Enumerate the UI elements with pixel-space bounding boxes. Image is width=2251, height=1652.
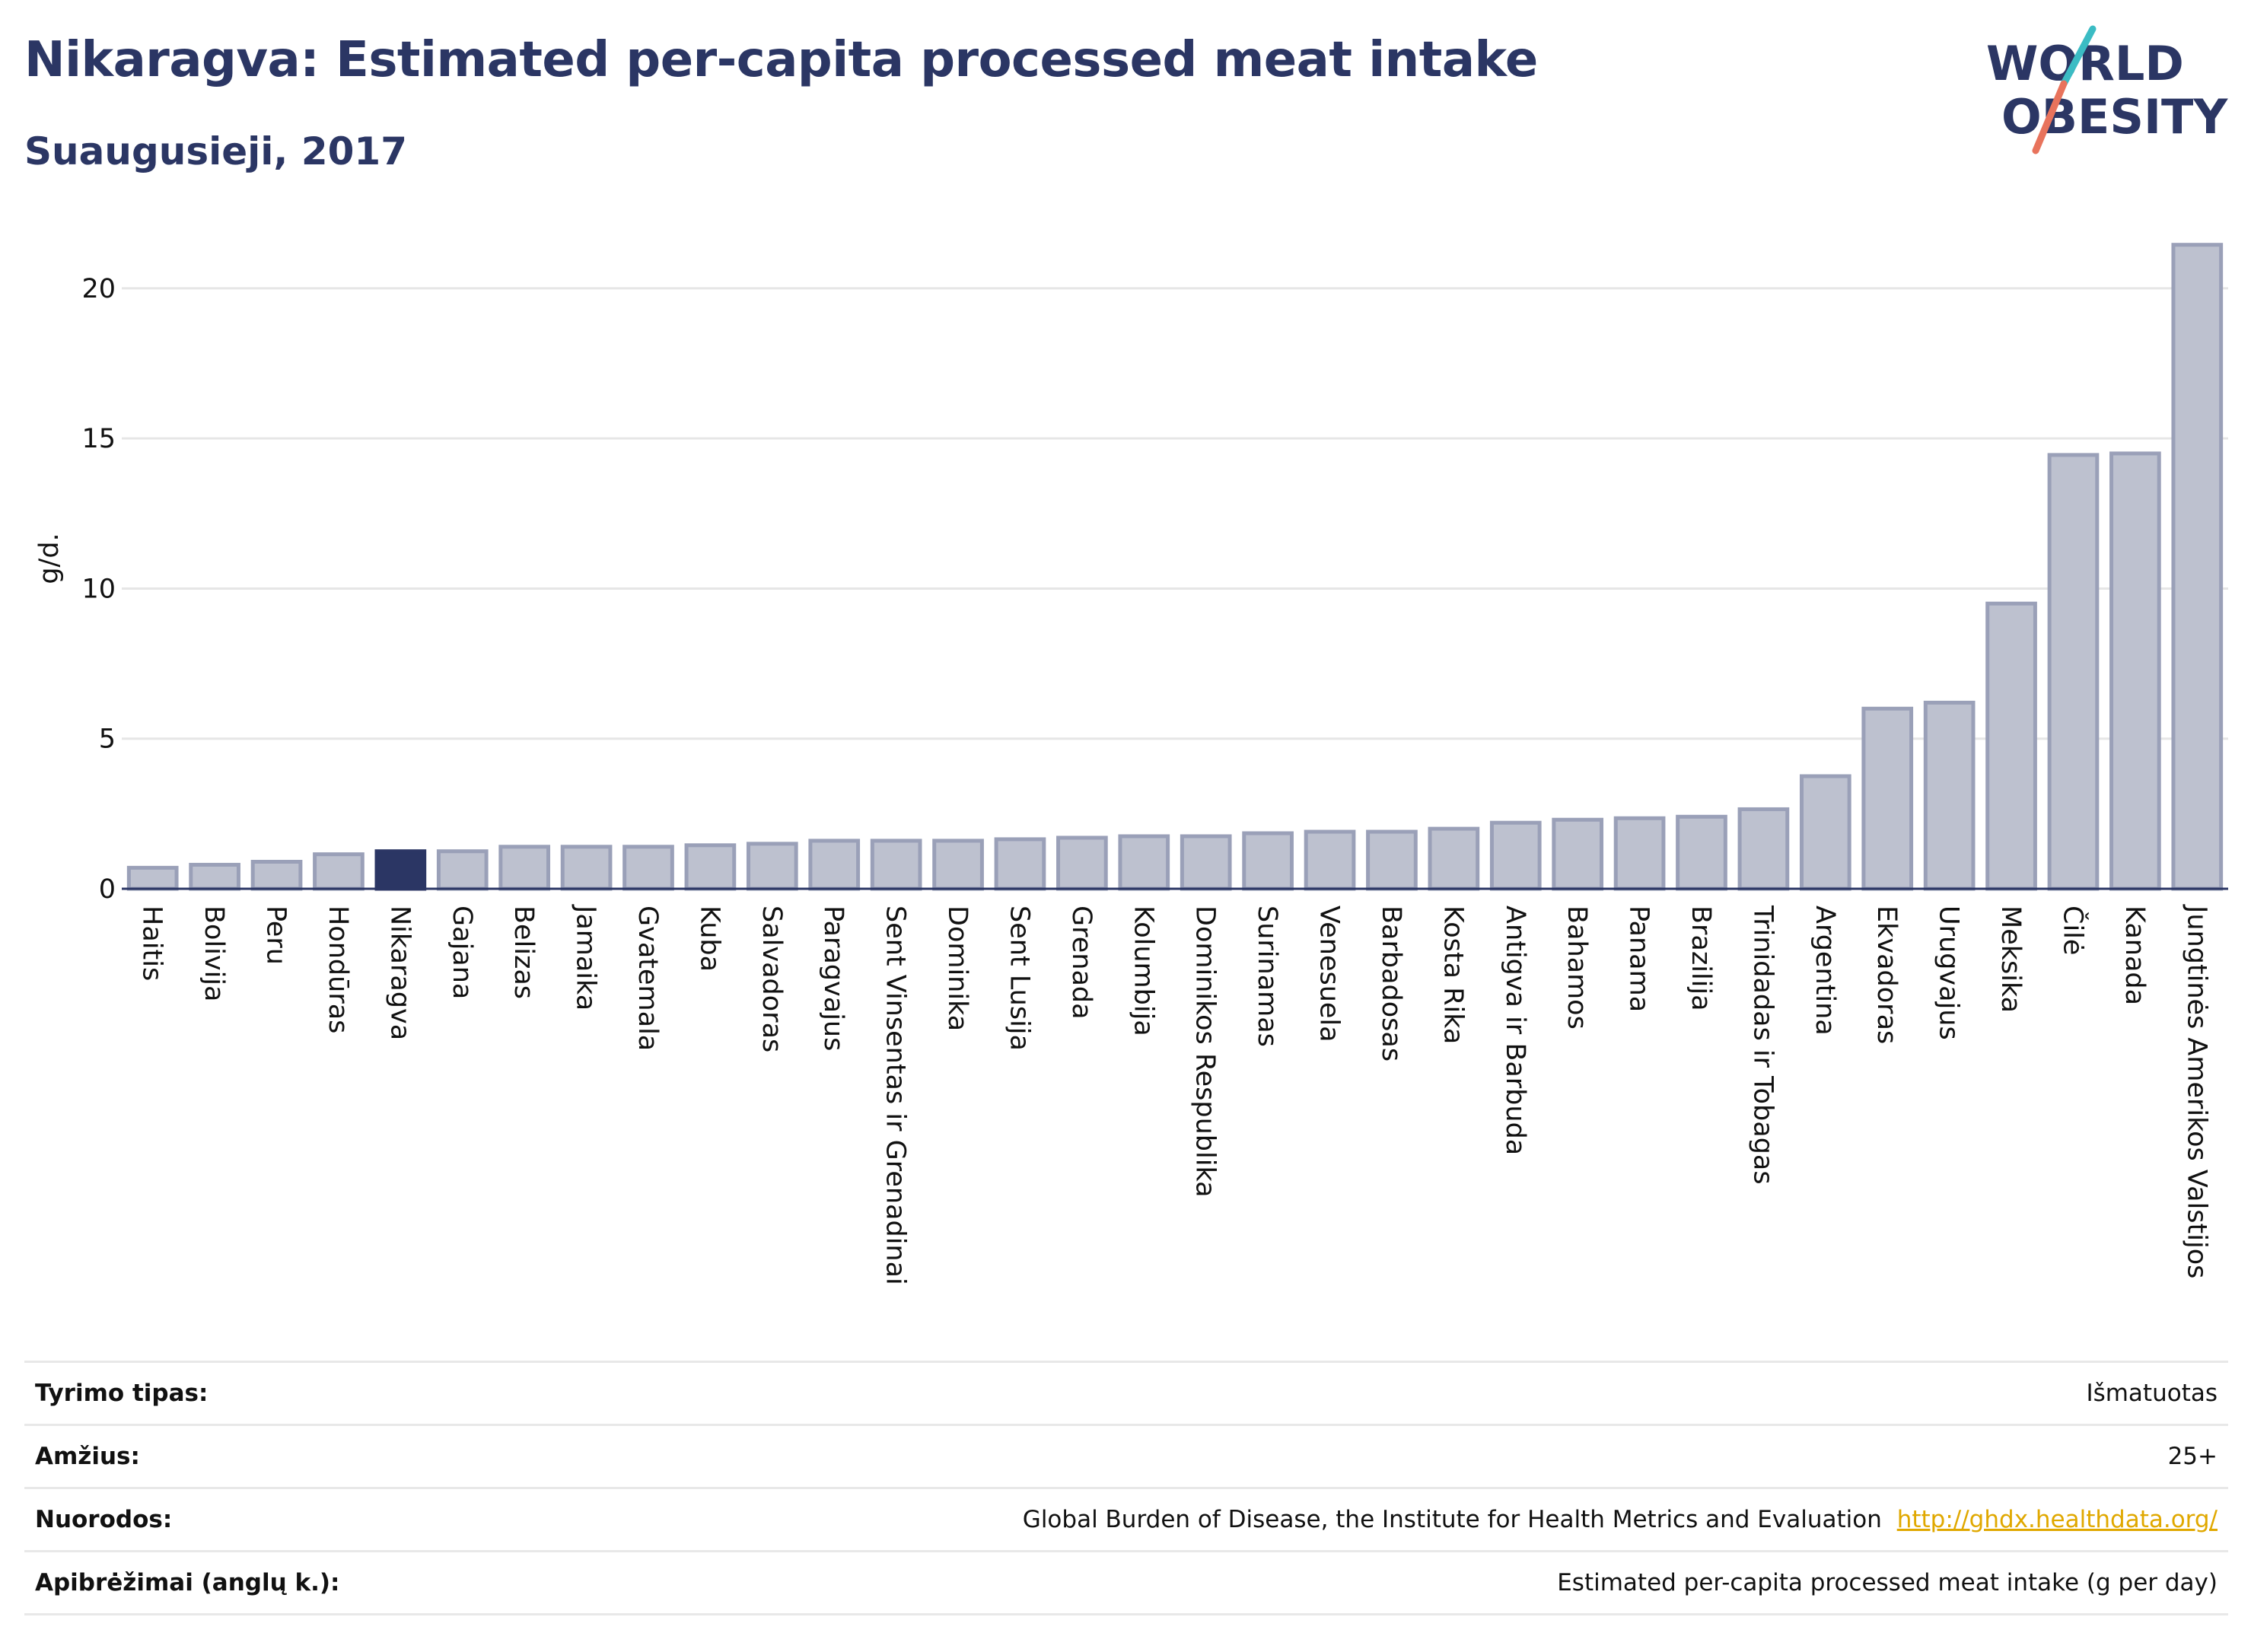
x-tick-label: Panama: [1624, 906, 1654, 1012]
bar: [189, 862, 240, 891]
bar: [313, 852, 365, 891]
bar: [932, 839, 984, 891]
bar: [622, 845, 674, 891]
bar: [126, 865, 179, 891]
x-tick-label: Kuba: [694, 906, 724, 972]
bar: [374, 849, 427, 891]
bar: [2109, 451, 2161, 891]
bar: [808, 839, 861, 891]
bar: [1180, 834, 1232, 891]
meta-value: 25+: [2167, 1443, 2218, 1470]
y-tick-label: 5: [99, 724, 116, 755]
x-tick-label: Urugvajus: [1934, 906, 1964, 1040]
x-tick-label: Sent Lusija: [1004, 906, 1034, 1051]
y-tick-label: 15: [81, 424, 116, 454]
meta-row-references: Nuorodos: Global Burden of Disease, the …: [24, 1489, 2228, 1552]
source-link[interactable]: http://ghdx.healthdata.org/: [1896, 1506, 2218, 1533]
bar: [1056, 836, 1108, 891]
bar: [1304, 829, 1356, 891]
x-tick-label: Peru: [261, 906, 291, 965]
bar: [994, 837, 1046, 891]
logo-slash-teal: [2060, 25, 2097, 88]
bar: [1737, 807, 1790, 891]
bar: [1923, 700, 1976, 891]
bar: [1799, 774, 1851, 891]
x-tick-label: Argentina: [1810, 906, 1840, 1036]
x-tick-label: Gvatemala: [632, 906, 663, 1051]
x-tick-label: Salvadoras: [756, 906, 787, 1052]
bar: [1489, 820, 1542, 891]
meta-label: Apibrėžimai (anglų k.):: [35, 1569, 340, 1596]
bar-chart: 0 5 10 15 20 g/d. Haitis Bolivija Peru Hondūras Ni…: [34, 243, 2228, 1285]
x-tick-label: Bahamos: [1562, 906, 1592, 1030]
logo-slash-coral: [2032, 80, 2068, 154]
bar: [498, 845, 551, 891]
x-tick-label: Kolumbija: [1128, 906, 1158, 1036]
bar: [746, 842, 798, 891]
metadata-table: Tyrimo tipas: Išmatuotas Amžius: 25+ Nuo…: [24, 1361, 2228, 1615]
x-tick-label: Kosta Rika: [1438, 906, 1468, 1044]
meta-row-age: Amžius: 25+: [24, 1426, 2228, 1489]
x-tick-label: Meksika: [1995, 906, 2026, 1013]
bar: [2171, 243, 2224, 891]
meta-row-survey-type: Tyrimo tipas: Išmatuotas: [24, 1363, 2228, 1426]
x-tick-label: Haitis: [137, 906, 167, 981]
x-tick-label: Čilė: [2057, 906, 2089, 955]
chart-subtitle: Suaugusieji, 2017: [24, 129, 407, 173]
bar: [1552, 817, 1604, 891]
bar: [1613, 816, 1666, 891]
x-tick-label: Antigva ir Barbuda: [1500, 906, 1530, 1155]
meta-label: Nuorodos:: [35, 1506, 173, 1533]
meta-label: Amžius:: [35, 1443, 140, 1470]
bar: [1985, 601, 2037, 891]
x-tick-label: Brazilija: [1686, 906, 1716, 1011]
bar: [250, 859, 303, 891]
x-tick-label: Belizas: [508, 906, 539, 999]
x-tick-label: Surinamas: [1252, 906, 1282, 1047]
x-tick-label: Paragvajus: [818, 906, 849, 1051]
y-axis-label: g/d.: [34, 533, 65, 584]
bar: [1242, 831, 1294, 891]
x-tick-label: Kanada: [2119, 906, 2150, 1005]
bar: [1861, 706, 1914, 891]
x-tick-label: Grenada: [1066, 906, 1097, 1020]
y-tick-label: 0: [99, 874, 116, 905]
bar: [2047, 453, 2100, 891]
meta-label: Tyrimo tipas:: [35, 1380, 209, 1407]
x-tick-label: Jamaika: [571, 904, 601, 1011]
x-tick-label: Dominika: [942, 906, 973, 1031]
bar: [560, 845, 613, 891]
chart-title: Nikaragva: Estimated per-capita processe…: [24, 32, 1538, 88]
y-tick-label: 10: [81, 574, 116, 604]
x-tick-label: Ekvadoras: [1871, 906, 1902, 1044]
x-tick-label: Venesuela: [1314, 906, 1345, 1042]
world-obesity-logo: WORLD OBESITY: [1986, 25, 2228, 154]
x-tick-label: Jungtinės Amerikos Valstijos: [2181, 904, 2211, 1278]
x-tick-label: Barbadosas: [1376, 906, 1406, 1062]
bar: [1366, 829, 1418, 891]
meta-value-group: Global Burden of Disease, the Institute …: [1023, 1506, 2218, 1533]
meta-value: Išmatuotas: [2086, 1380, 2218, 1407]
x-tick-label: Trinidadas ir Tobagas: [1747, 905, 1778, 1185]
meta-value: Global Burden of Disease, the Institute …: [1022, 1506, 1882, 1533]
x-tick-label: Bolivija: [199, 906, 229, 1001]
x-tick-label: Nikaragva: [384, 906, 415, 1040]
bar: [684, 843, 737, 891]
bar: [1676, 814, 1727, 891]
y-tick-label: 20: [81, 274, 116, 304]
x-tick-label: Sent Vinsentas ir Grenadinai: [880, 906, 911, 1285]
bar: [870, 839, 922, 891]
meta-value: Estimated per-capita processed meat inta…: [1557, 1569, 2218, 1596]
bar: [436, 849, 489, 891]
x-tick-label: Hondūras: [323, 906, 353, 1033]
x-tick-label: Dominikos Respublika: [1190, 906, 1221, 1198]
meta-row-definitions: Apibrėžimai (anglų k.): Estimated per-ca…: [24, 1552, 2228, 1615]
x-tick-label: Gajana: [447, 906, 477, 999]
bar: [1118, 834, 1170, 891]
bar: [1428, 826, 1480, 891]
